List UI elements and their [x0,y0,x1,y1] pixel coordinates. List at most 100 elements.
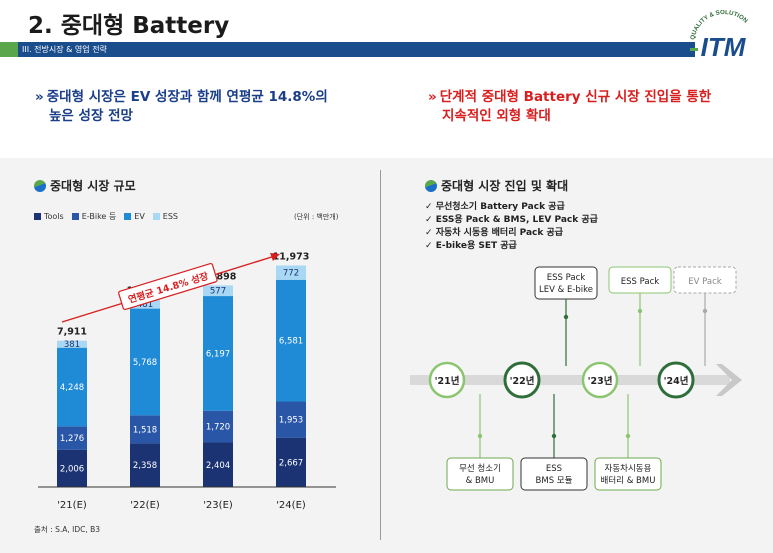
top-milestone-line1: ESS Pack [621,277,659,287]
logo-text: ITM [701,32,747,62]
legend-swatch [152,213,160,220]
header-accent [0,42,18,57]
page-title: 2. 중대형 Battery [28,13,230,39]
bar-value-label: 2,404 [206,461,230,471]
bar-total-label: 10,898 [200,271,237,282]
bar-value-label: 6,197 [206,349,230,359]
year-node [581,361,619,399]
bottom-milestone-box [594,457,662,491]
checklist-item: ✓ 무선청소기 Battery Pack 공급 [425,202,565,212]
bar-value-label: 2,667 [279,458,303,468]
legend-item: Tools [34,211,64,222]
bar-value-label: 1,518 [133,425,157,435]
lead-left: » 중대형 시장은 EV 성장과 함께 연평균 14.8%의 높은 성장 전망 [35,89,328,124]
bar-segment [57,340,87,348]
market-size-chart: 2,006 1,276 4,248 381 7,911 '21(E) 2,358 1,518 5… [38,251,336,511]
lead-right: » 단계적 중대형 Battery 신규 시장 진입을 통한 지속적인 외형 확대 [428,89,712,124]
bottom-milestone-line2: & BMU [466,476,495,486]
legend-swatch [71,213,79,220]
timeline-arrow-icon [716,364,742,396]
header-bar: III. 전방시장 & 영업 전략 [0,42,695,57]
bar-segment [203,442,233,487]
bar-segment [57,347,87,427]
market-size-heading: 중대형 시장 규모 [34,177,136,194]
year-label: '22년 [510,375,535,387]
category-label: '24(E) [276,500,306,511]
legend-swatch [34,213,41,220]
checklist-item: ✓ ESS용 Pack & BMS, LEV Pack 공급 [425,215,598,225]
bar-value-label: 1,720 [206,423,230,433]
bar-value-label: 6,581 [279,337,303,347]
bar-value-label: 2,358 [133,461,157,471]
bar-value-label: 1,276 [60,434,84,444]
bar-segment [276,279,306,402]
year-label: '21년 [435,375,460,387]
bar-segment [130,443,160,487]
bar-segment [203,296,233,411]
connector-dot [551,433,557,439]
bar-segment [203,285,233,297]
category-label: '22(E) [130,500,160,511]
legend-item: ESS [152,211,178,222]
bar-value-label: 381 [64,340,80,350]
source-note: 출처 : S.A, IDC, B3 [34,525,101,534]
year-label: '24년 [664,375,689,387]
chart-legend: Tools E-Bike 등 EV ESS [34,211,178,222]
bar-segment [130,308,160,416]
top-milestone-line1: EV Pack [688,277,722,287]
bar-value-label: 2,006 [60,464,84,474]
bar-value-label: 4,248 [60,383,84,393]
bar-value-label: 5,768 [133,358,157,368]
connector-dot [563,314,569,320]
bottom-milestone-line2: 배터리 & BMU [601,476,656,486]
bottom-milestone-line1: ESS [546,464,562,474]
bar-segment [130,299,160,309]
breadcrumb: III. 전방시장 & 영업 전략 [22,45,107,54]
connector-dot [625,433,631,439]
bottom-milestone-line1: 자동차시동용 [605,464,652,474]
bar-segment [130,415,160,444]
checklist-item: ✓ 자동차 시동용 배터리 Pack 공급 [425,228,564,238]
bar-segment [57,449,87,487]
bar-segment [276,437,306,487]
bar-segment [276,265,306,280]
year-node [428,361,466,399]
connector-dot [637,308,643,314]
category-label: '23(E) [203,500,233,511]
year-node [657,361,695,399]
bottom-milestone-line2: BMS 모듈 [536,476,573,486]
bottom-milestone-line1: 무선 청소기 [459,464,501,474]
entry-timeline: ESS Pack LEV & E-bike ESS Pack EV Pack 무선 청소… [410,266,742,491]
bullet-icon [34,180,46,192]
bottom-milestone-box [520,457,588,491]
category-label: '21(E) [57,500,87,511]
legend-item: E-Bike 등 [71,211,116,222]
connector-dot [477,433,483,439]
bar-value-label: 481 [137,300,153,310]
top-milestone-line1: ESS Pack [547,273,585,283]
bar-total-label: 7,911 [57,327,87,338]
bar-value-label: 1,953 [279,416,303,426]
market-entry-heading: 중대형 시장 진입 및 확대 [425,177,568,194]
top-milestone-line2: LEV & E-bike [539,285,593,295]
bar-value-label: 577 [210,287,226,297]
timeline-track [410,375,730,385]
entry-checklist: ✓ 무선청소기 Battery Pack 공급 ✓ ESS용 Pack & BM… [425,201,598,253]
bar-segment [276,401,306,438]
checklist-item: ✓ E-bike용 SET 공급 [425,241,517,251]
bar-total-label: 11,973 [273,251,310,262]
divider [380,170,381,540]
bullet-icon [425,180,437,192]
unit-label: (단위 : 백만개) [294,213,339,221]
connector-dot [702,308,708,314]
itm-logo: QUALITY & SOLUTION ITM [680,9,766,64]
year-node [503,361,541,399]
legend-item: EV [124,211,145,222]
growth-arrowhead [270,253,280,261]
bar-segment [57,426,87,450]
bar-segment [203,410,233,443]
legend-swatch [124,213,132,220]
bottom-milestone-box [446,457,514,491]
year-label: '23년 [588,375,613,387]
bar-value-label: 772 [283,269,299,279]
